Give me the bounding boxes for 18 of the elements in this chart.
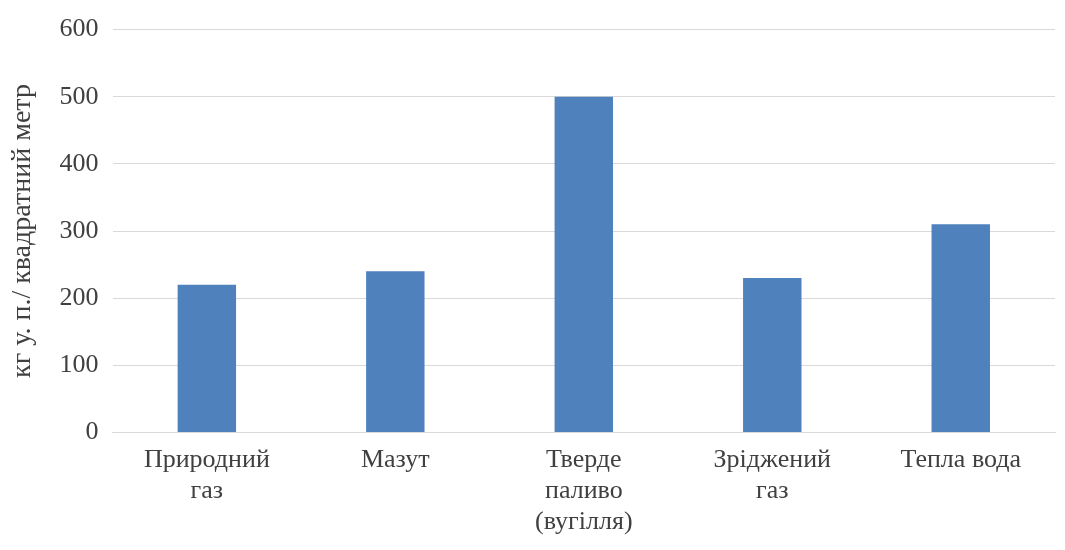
x-tick-label: Зріджений газ [713, 443, 832, 505]
bar [743, 277, 802, 432]
y-tick-label: 200 [59, 281, 99, 311]
x-tick-label: Мазут [360, 443, 430, 473]
x-tick-label: Природний газ [143, 443, 270, 505]
y-tick-label: 300 [59, 214, 99, 244]
x-tick-label: Тепла вода [900, 443, 1022, 473]
x-tick-label: Тверде паливо (вугілля) [535, 443, 633, 536]
y-axis-title: кг у. п./ квадратний метр [5, 84, 37, 378]
bar [554, 96, 614, 432]
y-tick-label: 400 [59, 147, 99, 177]
bar [931, 224, 990, 432]
y-tick-label: 500 [59, 80, 99, 110]
y-tick-label: 0 [85, 416, 99, 446]
bar [366, 271, 425, 432]
y-tick-label: 100 [59, 349, 99, 379]
y-tick-label: 600 [59, 13, 99, 43]
bar [177, 284, 237, 432]
